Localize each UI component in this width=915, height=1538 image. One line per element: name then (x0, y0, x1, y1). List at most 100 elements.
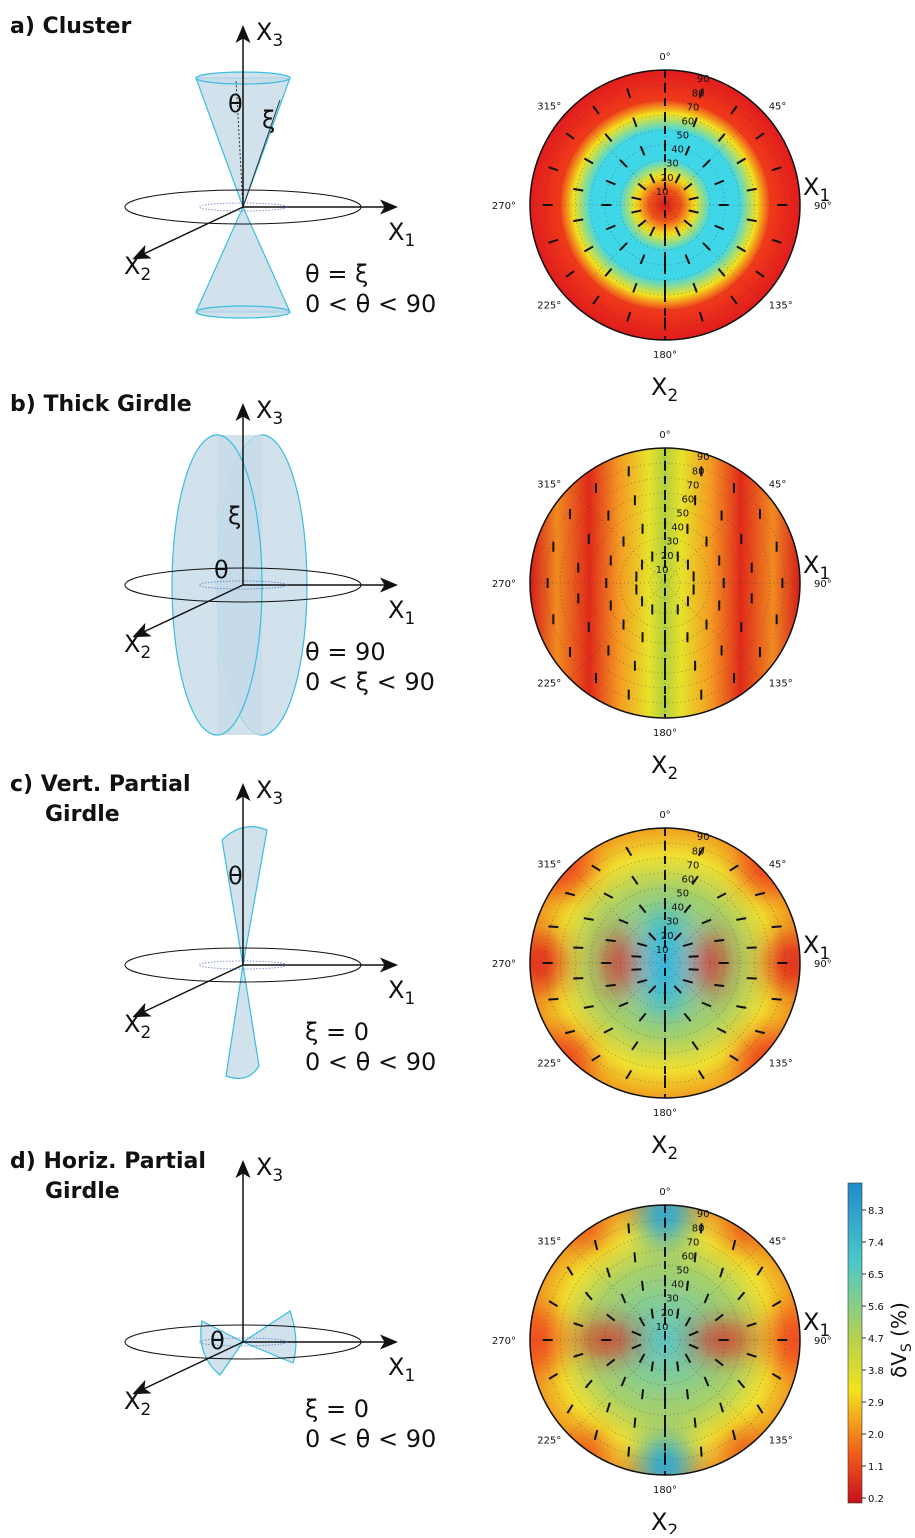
axis-base: X (256, 1153, 272, 1181)
radial-label: 80 (692, 1223, 705, 1234)
axis-base: X (388, 1353, 404, 1381)
colorbar-title: δVS (%) (887, 1302, 915, 1378)
colorbar-tick-label: 1.1 (868, 1462, 884, 1473)
axis-label: X1 (803, 173, 830, 205)
azimuth-label: 315° (537, 859, 561, 870)
azimuth-label: 135° (769, 679, 793, 690)
radial-label: 10 (656, 1322, 669, 1333)
radial-label: 20 (661, 931, 674, 942)
fast-axis (634, 1252, 635, 1262)
fast-axis (634, 1418, 635, 1428)
radial-label: 50 (676, 889, 689, 900)
azimuth-label: 135° (769, 1059, 793, 1070)
azimuth-label: 180° (653, 1485, 677, 1496)
azimuth-label: 0° (659, 810, 670, 821)
axis-base: X (388, 218, 404, 246)
colorbar-tick-label: 5.6 (868, 1302, 884, 1313)
radial-label: 80 (692, 88, 705, 99)
equation: 0 < ξ < 90 (305, 668, 435, 696)
radial-label: 50 (676, 1266, 689, 1277)
fast-axis (695, 1252, 696, 1262)
azimuth-label: 225° (537, 1059, 561, 1070)
axis-base: X (256, 18, 272, 46)
radial-label: 90 (697, 452, 710, 463)
azimuth-label: 225° (537, 301, 561, 312)
axis-label: X1 (803, 1308, 830, 1340)
axis-x2 (135, 965, 243, 1016)
radial-label: 70 (687, 1237, 700, 1248)
axis-base: X (803, 1308, 819, 1336)
axis-sub: 2 (667, 1143, 678, 1163)
azimuth-label: 270° (492, 579, 516, 590)
fast-axis (652, 1309, 653, 1319)
fast-axis (687, 1389, 688, 1399)
colorbar-tick-label: 3.8 (868, 1366, 884, 1377)
azimuth-label: 0° (659, 52, 670, 63)
axis-sub: 2 (667, 763, 678, 783)
radial-label: 80 (692, 466, 705, 477)
fast-axis (695, 1418, 696, 1428)
axis-base: X (388, 976, 404, 1004)
axis-label: X3 (256, 1153, 283, 1185)
azimuth-label: 180° (653, 350, 677, 361)
azimuth-label: 45° (769, 101, 787, 112)
axis-label: X1 (388, 596, 415, 628)
colorbar-tick-label: 8.3 (868, 1206, 884, 1217)
axis-sub: 1 (819, 563, 830, 583)
radial-label: 70 (687, 480, 700, 491)
radial-label: 90 (697, 1209, 710, 1220)
axis-sub: 3 (272, 1165, 283, 1185)
axis-base: X (124, 252, 140, 280)
fast-axis (606, 985, 616, 986)
axis-label: X2 (651, 751, 678, 783)
colorbar-tick-label: 4.7 (868, 1334, 884, 1345)
axis-sub: 3 (272, 408, 283, 428)
axis-label: X1 (388, 976, 415, 1008)
angle-label: ξ (262, 106, 275, 134)
azimuth-label: 180° (653, 728, 677, 739)
axis-base: X (803, 551, 819, 579)
axis-sub: 1 (819, 943, 830, 963)
axis-label: X1 (388, 1353, 415, 1385)
fast-axis (652, 1361, 653, 1371)
equation: ξ = 0 (305, 1395, 369, 1423)
azimuth-label: 135° (769, 301, 793, 312)
azimuth-label: 180° (653, 1108, 677, 1119)
axis-sub: 2 (667, 385, 678, 405)
panel-label: Girdle (45, 1179, 120, 1204)
azimuth-label: 315° (537, 101, 561, 112)
axis-sub: 2 (667, 1520, 678, 1534)
axis-base: X (803, 173, 819, 201)
radial-label: 70 (687, 102, 700, 113)
axis-base: X (651, 373, 667, 401)
colorbar-bar (848, 1183, 862, 1503)
fast-axis (642, 1389, 643, 1399)
axis-sub: 2 (140, 1399, 151, 1419)
azimuth-label: 45° (769, 479, 787, 490)
colorbar-title-base: δV (887, 1352, 911, 1378)
equation: 0 < θ < 90 (305, 1425, 436, 1453)
radial-label: 50 (676, 509, 689, 520)
radial-label: 30 (666, 1294, 679, 1305)
azimuth-label: 270° (492, 201, 516, 212)
colorbar-title-suffix: (%) (887, 1302, 911, 1343)
axis-base: X (388, 596, 404, 624)
axis-label: X2 (651, 373, 678, 405)
azimuth-label: 225° (537, 1436, 561, 1447)
fast-axis (677, 1309, 678, 1319)
angle-label: θ (210, 1327, 225, 1355)
axis-base: X (256, 396, 272, 424)
axis-sub: 1 (404, 988, 415, 1008)
fast-axis (714, 940, 724, 941)
axis-label: X2 (124, 1010, 151, 1042)
panel-label: d) Horiz. Partial (10, 1149, 206, 1174)
axis-label: X1 (803, 931, 830, 963)
radial-label: 30 (666, 537, 679, 548)
radial-label: 90 (697, 832, 710, 843)
fast-axis (628, 1223, 629, 1233)
